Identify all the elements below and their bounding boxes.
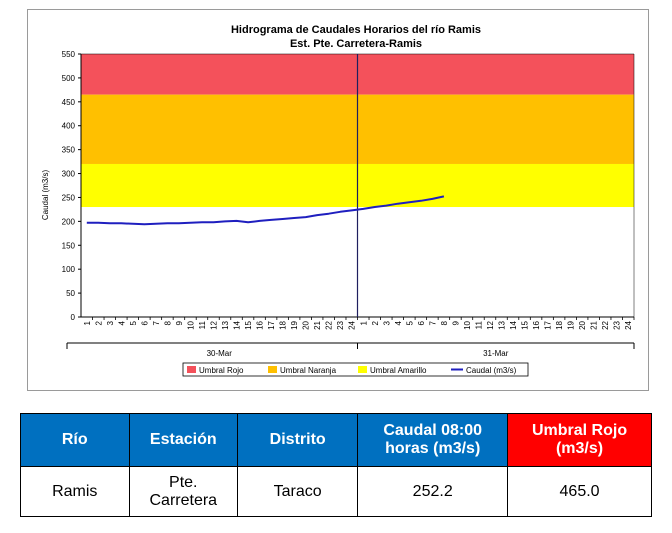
y-tick-label: 450 bbox=[62, 98, 76, 107]
chart-panel: Hidrograma de Caudales Horarios del río … bbox=[27, 9, 649, 391]
x-tick-label: 9 bbox=[175, 320, 184, 325]
x-tick-label: 24 bbox=[348, 320, 357, 329]
x-tick-label: 7 bbox=[428, 320, 437, 325]
x-tick-label: 20 bbox=[302, 320, 311, 329]
chart-title: Hidrograma de Caudales Horarios del río … bbox=[231, 24, 481, 36]
legend-swatch bbox=[268, 366, 277, 373]
x-tick-label: 1 bbox=[359, 320, 368, 325]
y-tick-label: 250 bbox=[62, 193, 76, 202]
header-umbral-rojo: Umbral Rojo (m3/s) bbox=[507, 413, 652, 467]
x-tick-label: 1 bbox=[83, 320, 92, 325]
x-tick-label: 10 bbox=[463, 320, 472, 329]
x-tick-label: 6 bbox=[140, 320, 149, 325]
series-line-0 bbox=[86, 195, 445, 226]
x-tick-label: 11 bbox=[474, 320, 483, 329]
x-tick-label: 19 bbox=[290, 320, 299, 329]
x-tick-label: 10 bbox=[186, 320, 195, 329]
x-tick-label: 3 bbox=[382, 320, 391, 325]
y-tick-label: 550 bbox=[62, 50, 76, 59]
y-tick-label: 200 bbox=[62, 217, 76, 226]
x-tick-label: 19 bbox=[567, 320, 576, 329]
x-tick-label: 21 bbox=[590, 320, 599, 329]
x-tick-label: 12 bbox=[209, 320, 218, 329]
y-tick-label: 100 bbox=[62, 265, 76, 274]
x-tick-label: 8 bbox=[440, 320, 449, 325]
x-tick-label: 18 bbox=[279, 320, 288, 329]
x-tick-label: 2 bbox=[371, 320, 380, 325]
cell-rio: Ramis bbox=[20, 466, 130, 517]
cell-estacion: Pte. Carretera bbox=[128, 466, 239, 517]
x-tick-label: 14 bbox=[233, 320, 242, 329]
x-tick-label: 15 bbox=[521, 320, 530, 329]
table-header-row: Río Estación Distrito Caudal 08:00 horas… bbox=[20, 413, 652, 467]
y-tick-label: 50 bbox=[66, 289, 75, 298]
x-tick-label: 20 bbox=[578, 320, 587, 329]
y-tick-label: 400 bbox=[62, 122, 76, 131]
x-tick-label: 22 bbox=[601, 320, 610, 329]
cell-caudal: 252.2 bbox=[357, 466, 509, 517]
cell-umbral-rojo: 465.0 bbox=[507, 466, 652, 517]
y-tick-label: 500 bbox=[62, 74, 76, 83]
header-caudal: Caudal 08:00 horas (m3/s) bbox=[357, 413, 509, 467]
cell-distrito: Taraco bbox=[237, 466, 359, 517]
hydrograph-chart: Hidrograma de Caudales Horarios del río … bbox=[41, 24, 635, 377]
x-tick-label: 8 bbox=[163, 320, 172, 325]
legend-label: Caudal (m3/s) bbox=[466, 366, 517, 375]
day-label: 30-Mar bbox=[207, 349, 233, 358]
chart-subtitle: Est. Pte. Carretera-Ramis bbox=[290, 38, 422, 50]
legend-label: Umbral Amarillo bbox=[370, 366, 427, 375]
x-tick-label: 9 bbox=[451, 320, 460, 325]
x-tick-label: 16 bbox=[256, 320, 265, 329]
x-tick-label: 24 bbox=[624, 320, 633, 329]
legend-label: Umbral Rojo bbox=[199, 366, 244, 375]
legend-swatch bbox=[358, 366, 367, 373]
x-tick-label: 7 bbox=[152, 320, 161, 325]
legend: Umbral Rojo Umbral Naranja Umbral Amarillo… bbox=[182, 362, 529, 377]
x-tick-label: 17 bbox=[544, 320, 553, 329]
x-tick-labels: 1 2 3 4 5 6 7 8 9 10 11 12 13 14 15 16 17 18 19 20 21 22 23 24 1… bbox=[83, 317, 635, 330]
x-tick-label: 16 bbox=[532, 320, 541, 329]
day-labels: 30-Mar 31-Mar bbox=[207, 349, 509, 358]
header-distrito: Distrito bbox=[237, 413, 359, 467]
x-tick-label: 13 bbox=[498, 320, 507, 329]
y-tick-label: 300 bbox=[62, 170, 76, 179]
header-estacion: Estación bbox=[128, 413, 239, 467]
x-tick-label: 13 bbox=[221, 320, 230, 329]
x-tick-label: 23 bbox=[336, 320, 345, 329]
y-tick-label: 350 bbox=[62, 146, 76, 155]
series-lines bbox=[86, 195, 445, 226]
y-tick-label: 150 bbox=[62, 241, 76, 250]
x-tick-label: 17 bbox=[267, 320, 276, 329]
x-tick-label: 2 bbox=[94, 320, 103, 325]
x-tick-label: 12 bbox=[486, 320, 495, 329]
x-tick-label: 18 bbox=[555, 320, 564, 329]
x-tick-label: 4 bbox=[117, 320, 126, 325]
y-axis-label: Caudal (m3/s) bbox=[41, 170, 50, 221]
x-tick-label: 3 bbox=[106, 320, 115, 325]
x-tick-label: 6 bbox=[417, 320, 426, 325]
y-tick-label: 0 bbox=[71, 313, 76, 322]
x-tick-label: 4 bbox=[394, 320, 403, 325]
x-tick-label: 15 bbox=[244, 320, 253, 329]
legend-swatch bbox=[187, 366, 196, 373]
x-tick-label: 14 bbox=[509, 320, 518, 329]
legend-label: Umbral Naranja bbox=[280, 366, 337, 375]
x-tick-label: 23 bbox=[613, 320, 622, 329]
table-row: Ramis Pte. Carretera Taraco 252.2 465.0 bbox=[20, 466, 652, 517]
day-label: 31-Mar bbox=[483, 349, 509, 358]
x-tick-label: 22 bbox=[325, 320, 334, 329]
x-tick-label: 21 bbox=[313, 320, 322, 329]
y-tick-labels: 0 50 100 150 200 250 300 350 400 450 500 550 bbox=[62, 50, 81, 322]
x-tick-label: 5 bbox=[129, 320, 138, 325]
x-tick-label: 11 bbox=[198, 320, 207, 329]
x-tick-label: 5 bbox=[405, 320, 414, 325]
header-rio: Río bbox=[20, 413, 130, 467]
station-table: Río Estación Distrito Caudal 08:00 horas… bbox=[20, 413, 652, 517]
